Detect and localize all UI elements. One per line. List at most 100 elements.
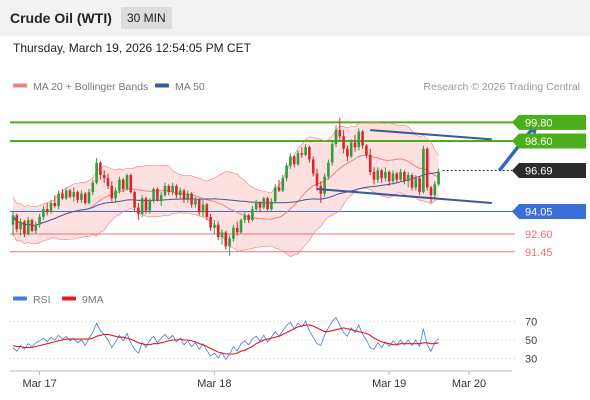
- candle: [254, 199, 258, 213]
- candle: [57, 190, 60, 210]
- candle: [209, 213, 212, 231]
- rsi-panel: [12, 316, 439, 361]
- candle: [220, 229, 224, 245]
- legend-label-ma50: MA 50: [175, 81, 205, 93]
- candle: [433, 181, 437, 199]
- candle: [148, 198, 152, 214]
- candle: [91, 179, 95, 196]
- candle: [235, 221, 239, 236]
- candle: [330, 140, 334, 166]
- candle: [224, 230, 228, 250]
- candle: [114, 187, 117, 203]
- candle: [15, 213, 19, 233]
- candle: [171, 182, 174, 196]
- candle: [406, 171, 410, 188]
- candle: [410, 173, 414, 191]
- candle: [121, 178, 125, 193]
- candle: [300, 147, 304, 158]
- candle: [403, 170, 406, 185]
- candle: [387, 170, 391, 186]
- candle: [308, 145, 311, 163]
- candle: [243, 212, 247, 224]
- candle: [11, 210, 15, 236]
- candle: [205, 202, 209, 220]
- level-label-text: 96.69: [525, 166, 553, 178]
- candle: [45, 202, 49, 216]
- timeframe-button[interactable]: 30 MIN: [121, 7, 172, 29]
- candle: [194, 196, 197, 208]
- chart-header: Crude Oil (WTI) 30 MIN: [0, 0, 590, 36]
- candle: [239, 218, 243, 234]
- candle: [182, 189, 186, 203]
- level-labels: 99.80 98.60 96.69 94.05 92.60 91.45: [512, 114, 586, 259]
- candle: [266, 196, 269, 211]
- chart-datetime: Thursday, March 19, 2026 12:54:05 PM CET: [13, 41, 251, 55]
- rsi-line: [12, 316, 439, 361]
- ma50-line: [12, 171, 439, 226]
- legend-label-9ma: 9MA: [82, 294, 104, 306]
- candle: [68, 189, 72, 199]
- candle: [110, 181, 114, 202]
- candle: [232, 224, 235, 242]
- rsi-tick-label: 70: [525, 316, 537, 328]
- bollinger-upper-line: [12, 121, 439, 207]
- trend-channel: [316, 129, 492, 204]
- candle: [228, 235, 231, 256]
- candle: [437, 168, 440, 186]
- candle: [216, 221, 220, 241]
- candle: [296, 150, 300, 166]
- candle: [368, 148, 372, 176]
- legend-swatch-ma50: [155, 83, 169, 88]
- level-label-4: 92.60: [525, 229, 553, 241]
- candle: [258, 201, 262, 213]
- candle: [186, 190, 190, 203]
- candle: [95, 158, 98, 185]
- candle: [361, 130, 364, 149]
- candle: [399, 168, 402, 182]
- level-label-5: 91.45: [525, 247, 553, 259]
- rsi-tick-label: 30: [525, 354, 537, 366]
- candle: [83, 192, 87, 205]
- level-label-text: 98.60: [525, 136, 553, 148]
- candle: [49, 199, 53, 214]
- candle: [76, 190, 79, 203]
- candle: [353, 134, 357, 152]
- candle: [425, 147, 429, 191]
- legend-swatch-9ma: [62, 296, 76, 301]
- candle: [64, 187, 68, 200]
- candle: [251, 206, 254, 222]
- candlesticks: [11, 117, 440, 256]
- candle: [338, 117, 342, 141]
- candle: [175, 184, 178, 199]
- candle: [167, 184, 171, 196]
- candle: [201, 199, 205, 217]
- candle: [53, 195, 57, 208]
- candle: [247, 213, 250, 224]
- candle: [289, 153, 292, 169]
- level-label-text: 99.80: [525, 117, 553, 129]
- x-tick-label: Mar 18: [197, 378, 231, 390]
- candle: [391, 170, 395, 185]
- candle: [23, 220, 26, 238]
- candle: [144, 196, 148, 214]
- candle: [273, 184, 277, 203]
- candle: [304, 144, 307, 157]
- candle: [372, 167, 376, 185]
- candle: [395, 171, 399, 183]
- level-label-text: 94.05: [525, 206, 553, 218]
- candle: [99, 161, 102, 180]
- candle: [213, 220, 216, 234]
- candle: [429, 185, 433, 203]
- x-tick-label: Mar 19: [372, 378, 406, 390]
- candle: [277, 179, 281, 193]
- candle: [281, 175, 285, 193]
- rsi-9ma-line: [12, 324, 439, 355]
- candle: [125, 173, 129, 191]
- candle: [87, 189, 91, 205]
- candle: [106, 173, 110, 189]
- level-label-0: 99.80: [512, 114, 586, 130]
- research-credit: Research © 2026 Trading Central: [423, 81, 580, 93]
- x-tick-label: Mar 17: [22, 378, 56, 390]
- level-label-3: 94.05: [512, 203, 586, 219]
